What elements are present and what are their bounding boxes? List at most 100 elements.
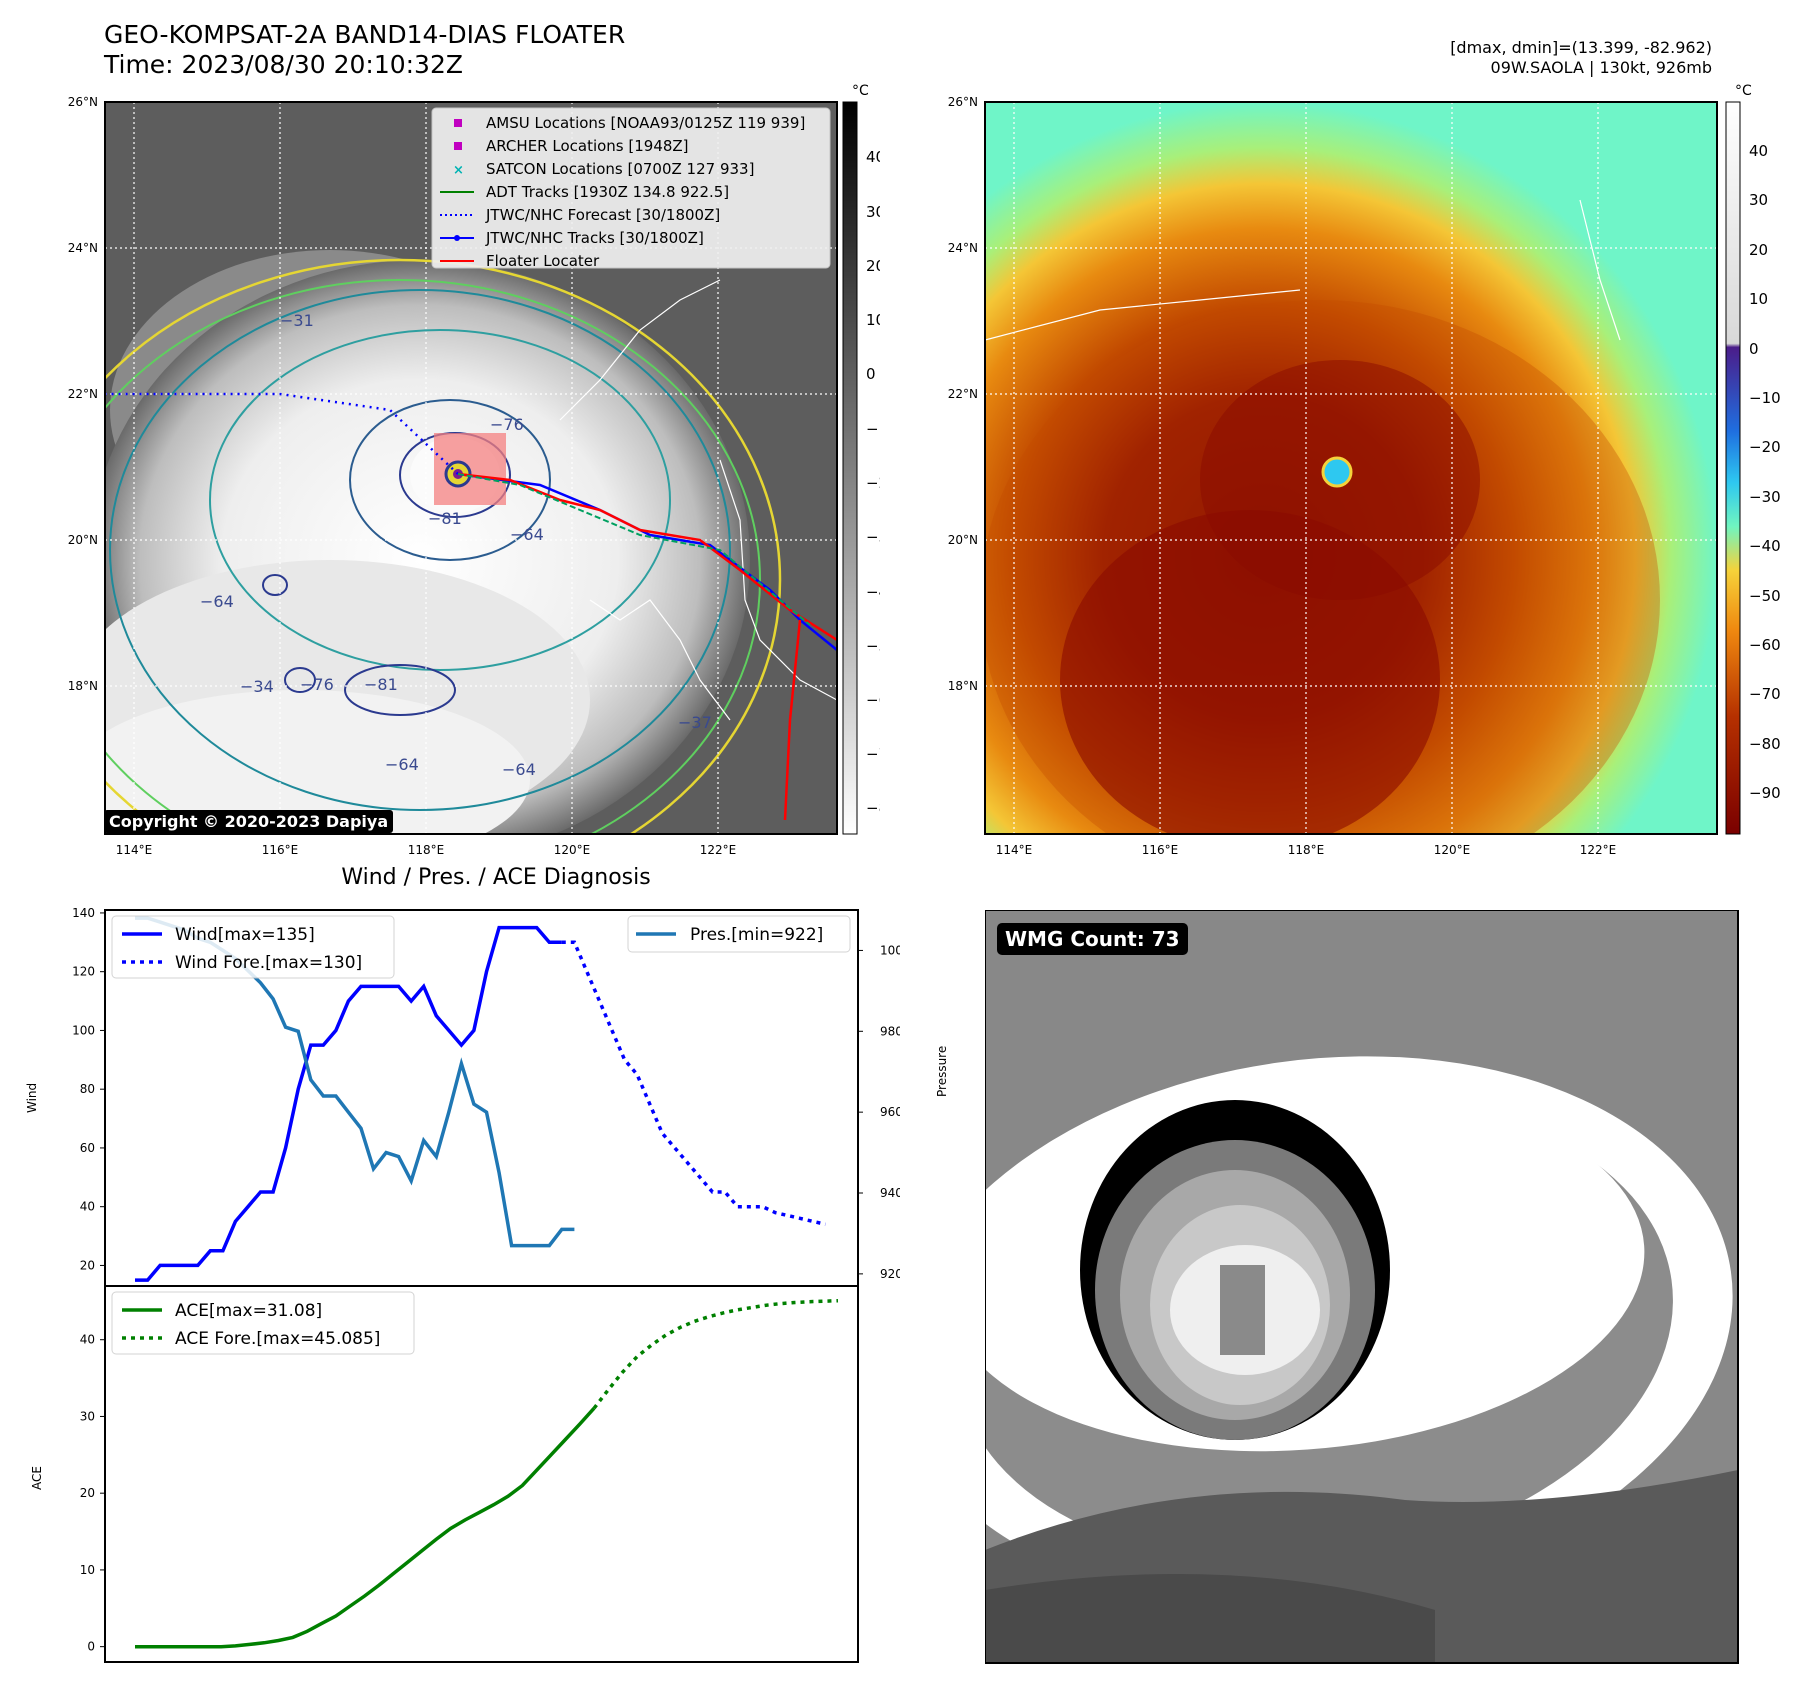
legend-floater: Floater Locater bbox=[486, 252, 600, 270]
wind-legend-box bbox=[111, 915, 395, 979]
title-line-1: GEO-KOMPSAT-2A BAND14-DIAS FLOATER bbox=[104, 20, 626, 49]
floater-locater-box bbox=[434, 433, 506, 505]
legend-archer: ARCHER Locations [1948Z] bbox=[486, 137, 689, 155]
lat-label: 22°N bbox=[948, 387, 978, 401]
color-colorbar-ticks: 40 30 20 10 0 −10 −20 −30 −40 −50 −60 −7… bbox=[1749, 142, 1781, 802]
ir-colorbar-tick: 10 bbox=[866, 311, 880, 329]
pressure-ytick-label: 980 bbox=[880, 1024, 900, 1038]
lat-label: 18°N bbox=[948, 679, 978, 693]
color-imagery bbox=[985, 102, 1717, 834]
lat-label: 24°N bbox=[68, 241, 98, 255]
color-colorbar bbox=[1725, 101, 1741, 835]
series-line-ace bbox=[135, 1407, 596, 1649]
wmg-panel bbox=[985, 910, 1739, 1664]
ir-colorbar-tick: −30 bbox=[866, 528, 880, 546]
ir-map-frame bbox=[104, 101, 838, 835]
color-lon-labels: 114°E 116°E 118°E 120°E 122°E bbox=[996, 843, 1617, 857]
lat-label: 20°N bbox=[68, 533, 98, 547]
lon-label: 122°E bbox=[1580, 843, 1617, 857]
contour-label: −64 bbox=[385, 755, 419, 774]
legend-marker-archer bbox=[454, 142, 462, 150]
lat-label: 26°N bbox=[68, 95, 98, 109]
ace-ytick-label: 20 bbox=[80, 1486, 95, 1500]
wind-ytick-label: 60 bbox=[80, 1141, 95, 1155]
legend-label-wind: Wind[max=135] bbox=[175, 925, 315, 945]
lon-label: 116°E bbox=[1142, 843, 1179, 857]
ir-colorbar-tick: 30 bbox=[866, 203, 880, 221]
storm-info: [dmax, dmin]=(13.399, -82.962) 09W.SAOLA… bbox=[1450, 38, 1712, 78]
ace-plot-frame bbox=[104, 1285, 859, 1663]
lat-label: 26°N bbox=[948, 95, 978, 109]
color-colorbar-tick: 0 bbox=[1749, 340, 1759, 358]
ir-lon-labels: 114°E 116°E 118°E 120°E 122°E bbox=[116, 843, 737, 857]
color-colorbar-tick: 10 bbox=[1749, 290, 1768, 308]
pressure-ytick-label: 960 bbox=[880, 1105, 900, 1119]
ir-colorbar-unit: °C bbox=[852, 83, 869, 99]
color-map-panel: °C 40 30 20 10 0 −10 −20 −30 −40 −50 −60… bbox=[948, 83, 1781, 857]
pressure-legend-box bbox=[627, 915, 851, 953]
legend-satcon: SATCON Locations [0700Z 127 933] bbox=[486, 160, 754, 178]
info-line-1: [dmax, dmin]=(13.399, -82.962) bbox=[1450, 38, 1712, 57]
floater-track bbox=[457, 472, 838, 821]
contour-label: −31 bbox=[280, 311, 314, 330]
contour-label: −81 bbox=[364, 675, 398, 694]
ir-colorbar-tick: −60 bbox=[866, 691, 880, 709]
color-colorbar-tick: −20 bbox=[1749, 438, 1781, 456]
title-line-2: Time: 2023/08/30 20:10:32Z bbox=[104, 50, 463, 79]
ir-colorbar-tick: 0 bbox=[866, 365, 876, 383]
ir-colorbar-tick: 40 bbox=[866, 148, 880, 166]
lon-label: 118°E bbox=[408, 843, 445, 857]
color-colorbar-tick: −80 bbox=[1749, 735, 1781, 753]
color-colorbar-tick: −30 bbox=[1749, 488, 1781, 506]
lon-label: 120°E bbox=[1434, 843, 1471, 857]
ir-lat-labels: 26°N 24°N 22°N 20°N 18°N bbox=[68, 95, 98, 693]
copyright-badge: Copyright © 2020-2023 Dapiya bbox=[104, 810, 394, 833]
lon-label: 114°E bbox=[996, 843, 1033, 857]
ir-contour-labels: −76 −81 −64 −64 −76 −81 −34 −31 −64 −37 … bbox=[200, 311, 712, 779]
color-colorbar-tick: 30 bbox=[1749, 191, 1768, 209]
color-colorbar-tick: −70 bbox=[1749, 685, 1781, 703]
lat-label: 20°N bbox=[948, 533, 978, 547]
lon-label: 116°E bbox=[262, 843, 299, 857]
series-line-wind-forecast bbox=[561, 940, 826, 1227]
contour-label: −37 bbox=[678, 713, 712, 732]
wind-ytick-label: 140 bbox=[72, 906, 95, 920]
legend-marker-tracks-dot bbox=[454, 235, 460, 241]
ace-ytick-label: 10 bbox=[80, 1563, 95, 1577]
contour-label: −34 bbox=[240, 677, 274, 696]
ir-colorbar-tick: −50 bbox=[866, 637, 880, 655]
color-colorbar-tick: 40 bbox=[1749, 142, 1768, 160]
contour-label: −64 bbox=[510, 525, 544, 544]
ir-colorbar-tick: −20 bbox=[866, 474, 880, 492]
adt-track bbox=[457, 473, 811, 626]
ir-colorbar-tick: −10 bbox=[866, 420, 880, 438]
wind-ytick-label: 120 bbox=[72, 965, 95, 979]
wind-ytick-label: 40 bbox=[80, 1200, 95, 1214]
legend-label-ace: ACE[max=31.08] bbox=[175, 1301, 322, 1321]
pressure-ytick-label: 1000 bbox=[880, 943, 900, 957]
ir-colorbar-tick: −70 bbox=[866, 745, 880, 763]
legend-amsu: AMSU Locations [NOAA93/0125Z 119 939] bbox=[486, 114, 805, 132]
contour-label: −64 bbox=[502, 760, 536, 779]
wind-axis-label-text: Wind bbox=[25, 1082, 39, 1113]
legend-label-wind-forecast: Wind Fore.[max=130] bbox=[175, 953, 362, 973]
ir-colorbar bbox=[842, 101, 858, 835]
series-line-ace-forecast bbox=[592, 1298, 839, 1410]
ir-colorbar-ticks: 40 30 20 10 0 −10 −20 −30 −40 −50 −60 −7… bbox=[866, 148, 880, 817]
ir-legend: AMSU Locations [NOAA93/0125Z 119 939] AR… bbox=[431, 107, 831, 270]
contour-label: −76 bbox=[300, 675, 334, 694]
color-colorbar-tick: 20 bbox=[1749, 241, 1768, 259]
color-colorbar-tick: −50 bbox=[1749, 587, 1781, 605]
lat-label: 22°N bbox=[68, 387, 98, 401]
info-line-2: 09W.SAOLA | 130kt, 926mb bbox=[1490, 58, 1712, 77]
legend-marker-satcon: × bbox=[453, 163, 464, 178]
color-colorbar-tick: −10 bbox=[1749, 389, 1781, 407]
ace-plot: 0 10 20 30 40 ACE[max=31.08] ACE Fore.[max=45.… bbox=[80, 1285, 859, 1663]
ir-colorbar-tick: −40 bbox=[866, 583, 880, 601]
color-colorbar-tick: −60 bbox=[1749, 636, 1781, 654]
legend-forecast: JTWC/NHC Forecast [30/1800Z] bbox=[485, 206, 720, 224]
lon-label: 122°E bbox=[700, 843, 737, 857]
wind-ytick-label: 100 bbox=[72, 1023, 95, 1037]
lon-label: 114°E bbox=[116, 843, 153, 857]
wind-ytick-label: 20 bbox=[80, 1258, 95, 1272]
